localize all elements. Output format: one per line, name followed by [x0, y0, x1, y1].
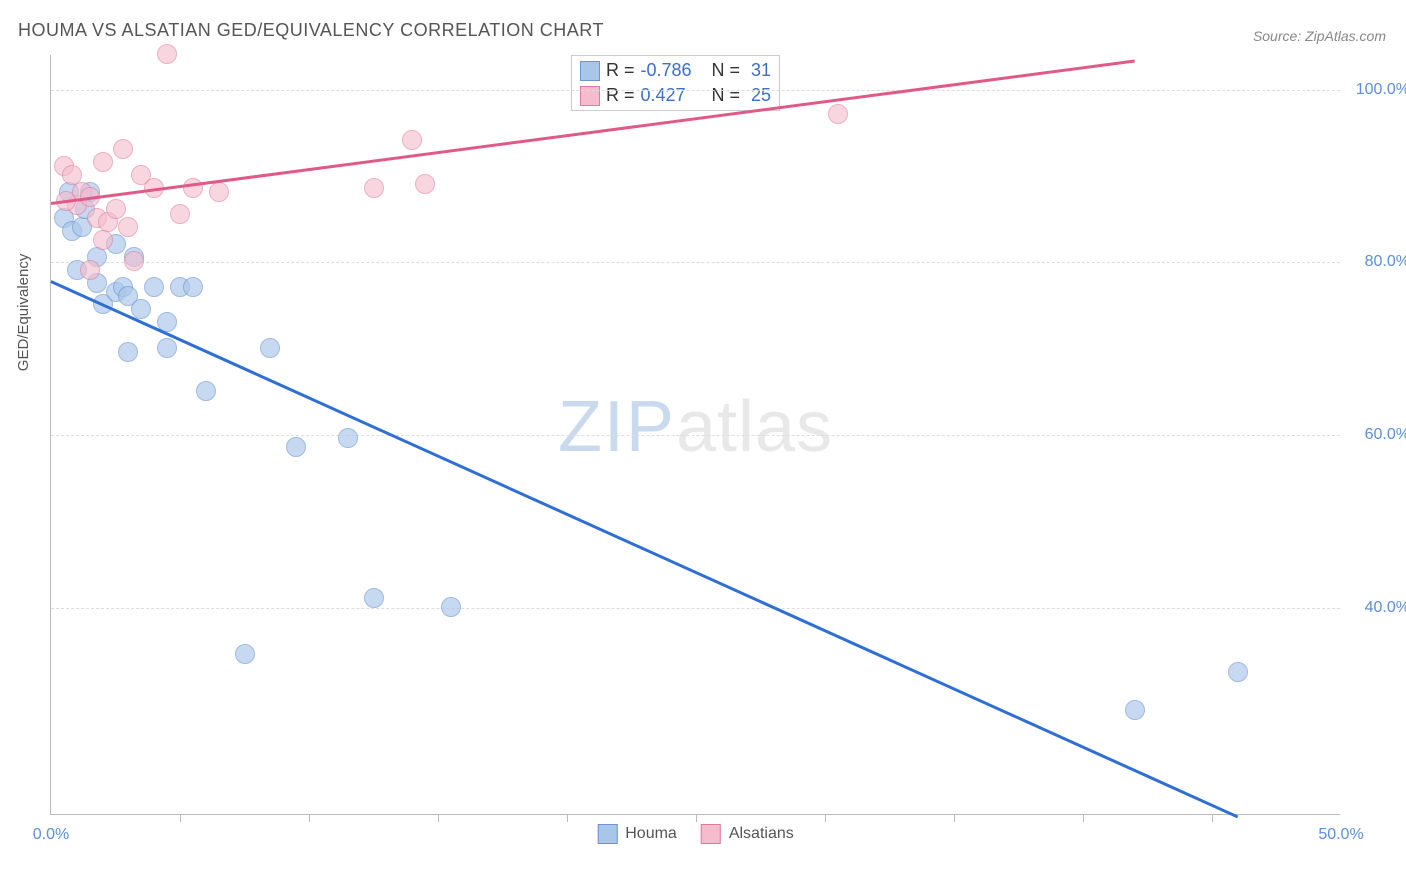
scatter-point-houma	[286, 437, 306, 457]
y-tick-label: 80.0%	[1350, 253, 1406, 271]
watermark: ZIPatlas	[558, 385, 833, 467]
chart-title: HOUMA VS ALSATIAN GED/EQUIVALENCY CORREL…	[18, 20, 604, 41]
scatter-point-houma	[235, 644, 255, 664]
trendline-houma	[50, 280, 1238, 818]
scatter-point-houma	[183, 277, 203, 297]
watermark-atlas: atlas	[676, 386, 833, 466]
stat-r-value: 0.427	[641, 85, 701, 106]
x-minor-tick	[180, 814, 181, 822]
x-minor-tick	[309, 814, 310, 822]
scatter-point-houma	[118, 342, 138, 362]
scatter-point-houma	[131, 299, 151, 319]
scatter-point-houma	[260, 338, 280, 358]
stats-legend-row: R = 0.427 N = 25	[580, 83, 771, 108]
stats-legend: R =-0.786 N = 31R = 0.427 N = 25	[571, 55, 780, 111]
scatter-point-alsatians	[93, 152, 113, 172]
scatter-point-houma	[157, 338, 177, 358]
scatter-point-houma	[1125, 700, 1145, 720]
stat-r-label: R =	[606, 85, 635, 106]
x-tick-label: 0.0%	[33, 826, 69, 844]
scatter-point-alsatians	[170, 204, 190, 224]
scatter-point-alsatians	[106, 199, 126, 219]
x-tick-label: 50.0%	[1318, 826, 1363, 844]
scatter-point-houma	[364, 588, 384, 608]
scatter-point-alsatians	[415, 174, 435, 194]
stat-r-value: -0.786	[641, 60, 701, 81]
scatter-point-alsatians	[80, 260, 100, 280]
scatter-point-houma	[338, 428, 358, 448]
x-minor-tick	[567, 814, 568, 822]
gridline-horizontal	[51, 90, 1340, 91]
gridline-horizontal	[51, 262, 1340, 263]
y-tick-label: 40.0%	[1350, 599, 1406, 617]
legend-swatch	[580, 86, 600, 106]
scatter-point-alsatians	[113, 139, 133, 159]
plot-area: ZIPatlas R =-0.786 N = 31R = 0.427 N = 2…	[50, 55, 1340, 815]
x-minor-tick	[438, 814, 439, 822]
series-legend-item: Alsatians	[701, 824, 794, 844]
x-minor-tick	[696, 814, 697, 822]
scatter-point-alsatians	[124, 251, 144, 271]
legend-swatch	[701, 824, 721, 844]
gridline-horizontal	[51, 608, 1340, 609]
scatter-point-houma	[144, 277, 164, 297]
series-legend-label: Alsatians	[729, 825, 794, 843]
scatter-point-houma	[1228, 662, 1248, 682]
y-tick-label: 60.0%	[1350, 426, 1406, 444]
legend-swatch	[580, 61, 600, 81]
scatter-point-alsatians	[402, 130, 422, 150]
stat-n-value: 25	[746, 85, 771, 106]
y-tick-label: 100.0%	[1350, 81, 1406, 99]
stats-legend-row: R = -0.786 N = 31	[580, 58, 771, 83]
series-legend-label: Houma	[625, 825, 677, 843]
scatter-point-alsatians	[828, 104, 848, 124]
scatter-point-alsatians	[118, 217, 138, 237]
scatter-point-houma	[441, 597, 461, 617]
watermark-zip: ZIP	[558, 386, 676, 466]
series-legend-item: Houma	[597, 824, 677, 844]
source-attribution: Source: ZipAtlas.com	[1253, 28, 1386, 44]
stat-r-label: R =	[606, 60, 635, 81]
gridline-horizontal	[51, 435, 1340, 436]
scatter-point-alsatians	[364, 178, 384, 198]
scatter-point-alsatians	[183, 178, 203, 198]
x-minor-tick	[1083, 814, 1084, 822]
stat-n-value: 31	[746, 60, 771, 81]
scatter-point-alsatians	[157, 44, 177, 64]
y-axis-label: GED/Equivalency	[15, 254, 32, 372]
scatter-point-alsatians	[209, 182, 229, 202]
legend-swatch	[597, 824, 617, 844]
scatter-point-alsatians	[93, 230, 113, 250]
stat-n-label: N =	[707, 60, 741, 81]
series-legend: Houma Alsatians	[597, 824, 794, 844]
scatter-point-houma	[196, 381, 216, 401]
x-minor-tick	[954, 814, 955, 822]
stat-n-label: N =	[707, 85, 741, 106]
x-minor-tick	[825, 814, 826, 822]
x-minor-tick	[1212, 814, 1213, 822]
